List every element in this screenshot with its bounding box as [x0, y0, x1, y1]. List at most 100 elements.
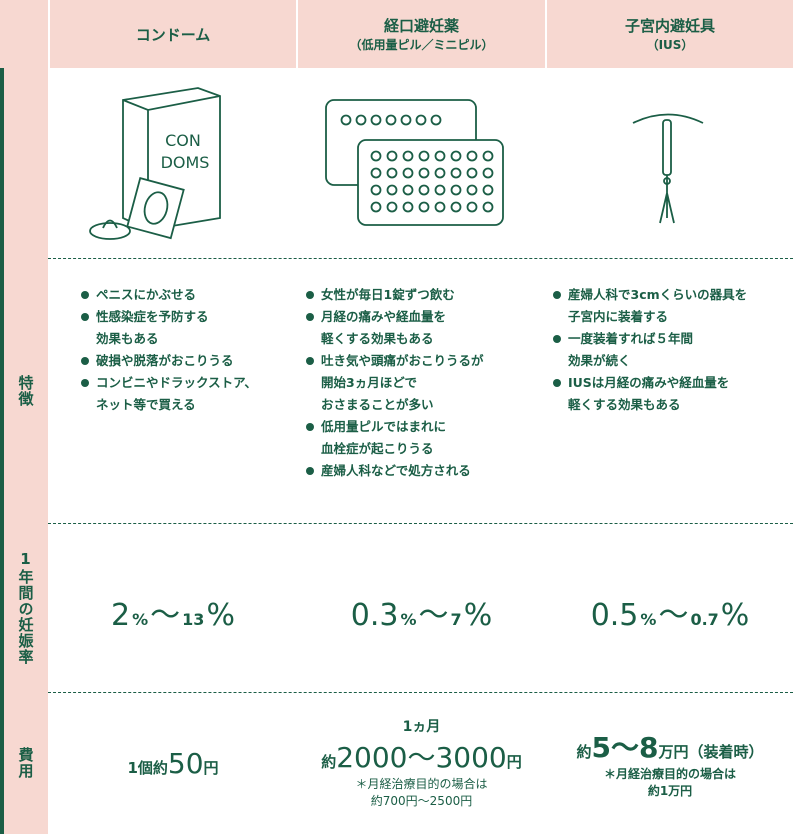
- pill: [450, 201, 462, 213]
- pill: [482, 167, 494, 179]
- cost-note: 約700円～2500円: [370, 794, 473, 808]
- row-divider: [48, 692, 793, 693]
- pill: [450, 150, 462, 162]
- bullet: [306, 467, 314, 475]
- rate-part: 13: [182, 610, 205, 629]
- pill: [370, 184, 382, 196]
- pill: [386, 167, 398, 179]
- pill: [466, 201, 478, 213]
- label-text: 1年間の妊娠率: [16, 550, 35, 665]
- bullet: [306, 313, 314, 321]
- feature-line: 効果もある: [96, 331, 159, 346]
- rate-part: 0.3: [350, 598, 399, 633]
- pill: [355, 114, 367, 126]
- pill: [370, 114, 382, 126]
- feature-line: IUSは月経の痛みや経血量を: [568, 375, 730, 390]
- pill: [466, 167, 478, 179]
- feature-item: 産婦人科で3cmくらいの器具を 子宮内に装着する: [552, 284, 792, 328]
- bullet: [553, 291, 561, 299]
- header-cell: コンドーム: [50, 0, 296, 68]
- cost-text: 約: [576, 743, 592, 761]
- rate-part: 7: [450, 610, 462, 629]
- header-subtitle: （低用量ピル／ミニピル）: [349, 38, 494, 52]
- pill: [370, 167, 382, 179]
- feature-line: 血栓症が起こりうる: [321, 441, 434, 456]
- feature-line: 低用量ピルではまれに: [321, 419, 447, 434]
- bullet: [81, 357, 89, 365]
- feature-line: おさまることが多い: [321, 397, 434, 412]
- ius-device: [632, 113, 704, 224]
- rate-part: 0.7: [690, 610, 719, 629]
- bullet: [306, 423, 314, 431]
- feature-item: 破損や脱落がおこりうる: [80, 350, 295, 372]
- feature-line: 月経の痛みや経血量を: [321, 309, 447, 324]
- pill: [402, 150, 414, 162]
- pill: [402, 201, 414, 213]
- header-cell: 子宮内避妊具 （IUS）: [547, 0, 793, 68]
- pill: [434, 167, 446, 179]
- pill: [434, 201, 446, 213]
- label-text: 費用: [16, 747, 35, 779]
- bullet: [81, 313, 89, 321]
- feature-line: 女性が毎日1錠ずつ飲む: [321, 287, 455, 302]
- cost-text: 円: [203, 758, 219, 777]
- pill: [400, 114, 412, 126]
- pill: [434, 184, 446, 196]
- header-title: 子宮内避妊具: [624, 17, 715, 35]
- feature-line: 産婦人科などで処方される: [321, 463, 471, 478]
- header-title: コンドーム: [135, 25, 211, 44]
- feature-line: 軽くする効果もある: [568, 397, 681, 412]
- rate-part: ～: [418, 598, 449, 633]
- feature-line: ネット等で買える: [96, 397, 196, 412]
- pill: [482, 184, 494, 196]
- pill: [418, 167, 430, 179]
- pill: [418, 150, 430, 162]
- pill: [418, 201, 430, 213]
- feature-item: 性感染症を予防する 効果もある: [80, 306, 295, 350]
- rate-part: %: [400, 610, 417, 629]
- pill: [482, 201, 494, 213]
- cost-note: 約1万円: [647, 784, 693, 798]
- cost-text: 万円（装着時）: [658, 743, 764, 761]
- feature-item: 産婦人科などで処方される: [305, 460, 545, 482]
- row-divider: [48, 523, 793, 524]
- pill: [385, 114, 397, 126]
- pill: [386, 150, 398, 162]
- row-label: 特徴: [0, 258, 48, 523]
- feature-list: 産婦人科で3cmくらいの器具を 子宮内に装着する 一度装着すれば５年間 効果が続く IU…: [552, 284, 792, 416]
- bullet: [306, 357, 314, 365]
- illustrations: CON DOMS: [89, 87, 704, 240]
- pill: [450, 167, 462, 179]
- feature-item: 一度装着すれば５年間 効果が続く: [552, 328, 792, 372]
- pill: [418, 184, 430, 196]
- cost-cell: 1ヵ月 約 2000～3000 円 ＊月経治療目的の場合は 約700円～2500円: [298, 692, 545, 834]
- bullet: [81, 291, 89, 299]
- cost-amount: 2000～3000: [336, 741, 507, 774]
- feature-item: ペニスにかぶせる: [80, 284, 295, 306]
- bullet: [81, 379, 89, 387]
- cost-note: ＊月経治療目的の場合は: [355, 777, 488, 791]
- pill: [386, 201, 398, 213]
- pill-packs: [325, 99, 504, 226]
- feature-item: コンビニやドラックストア、 ネット等で買える: [80, 372, 295, 416]
- feature-list: 女性が毎日1錠ずつ飲む 月経の痛みや経血量を 軽くする効果もある 吐き気や頭痛がおこり…: [305, 284, 545, 482]
- bullet: [553, 379, 561, 387]
- pill: [402, 167, 414, 179]
- feature-line: 効果が続く: [568, 353, 631, 368]
- rate-cell: 0.5% ～ 0.7%: [547, 590, 793, 634]
- bullet: [306, 291, 314, 299]
- feature-item: 月経の痛みや経血量を 軽くする効果もある: [305, 306, 545, 350]
- rate-part: ～: [150, 598, 181, 633]
- feature-line: 産婦人科で3cmくらいの器具を: [568, 287, 748, 302]
- feature-line: 破損や脱落がおこりうる: [96, 353, 234, 368]
- pill: [415, 114, 427, 126]
- cost-cell: 約 5～8 万円（装着時） ＊月経治療目的の場合は 約1万円: [547, 692, 793, 834]
- cost-text: 1個約: [127, 758, 168, 777]
- feature-line: コンビニやドラックストア、: [96, 375, 257, 390]
- feature-line: 軽くする効果もある: [321, 331, 434, 346]
- pill: [482, 150, 494, 162]
- rate-part: %: [640, 610, 657, 629]
- rate-part: %: [132, 610, 149, 629]
- feature-line: ペニスにかぶせる: [96, 287, 197, 302]
